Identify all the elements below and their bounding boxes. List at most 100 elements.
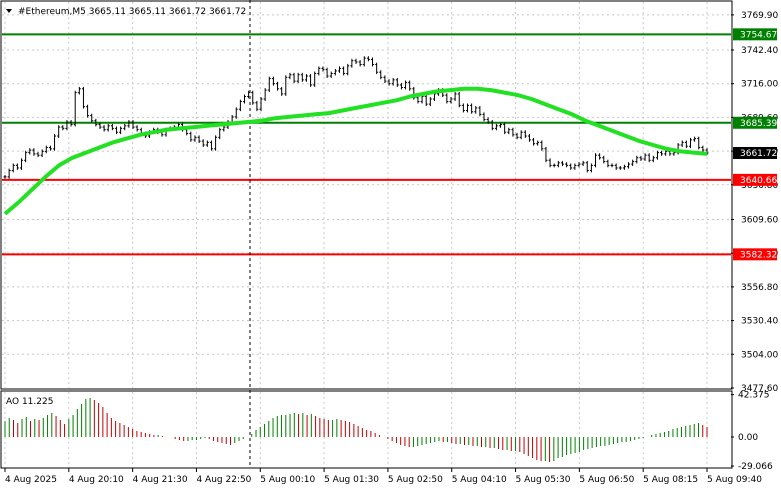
- price-bar: [470, 103, 474, 114]
- main-pane-frame: [0, 0, 733, 390]
- price-bar: [639, 155, 643, 161]
- price-bar: [267, 76, 271, 92]
- price-bar: [28, 148, 32, 155]
- price-bar: [284, 75, 288, 96]
- price-bar: [205, 140, 209, 147]
- price-bar: [65, 120, 69, 131]
- price-bar: [387, 79, 391, 86]
- price-bar: [209, 140, 213, 151]
- level-tag-bg: [733, 116, 777, 129]
- price-bar: [77, 86, 81, 95]
- price-axis[interactable]: 3769.903742.403716.003689.603663.203636.…: [731, 11, 778, 394]
- time-tick-label: 4 Aug 2025: [5, 475, 57, 485]
- price-bar: [102, 125, 106, 132]
- ao-tick-label: -29.066: [738, 462, 773, 472]
- price-bar: [445, 93, 449, 104]
- price-bar: [507, 127, 511, 135]
- price-bar: [618, 166, 622, 170]
- price-bar: [598, 153, 602, 160]
- price-bar: [304, 74, 308, 82]
- indicator-axis[interactable]: 42.375 0.00 -29.066: [731, 391, 773, 472]
- price-bar: [552, 163, 556, 168]
- horizontal-levels[interactable]: [2, 33, 731, 256]
- price-bar: [371, 57, 375, 67]
- level-tag-label: 3754.67: [740, 30, 777, 40]
- indicator-pane-frame: [0, 390, 733, 469]
- price-bar: [218, 127, 222, 140]
- price-bar: [127, 120, 131, 128]
- price-bar: [53, 134, 57, 151]
- price-bar: [453, 91, 457, 101]
- price-bar: [263, 88, 267, 101]
- price-bar: [69, 120, 73, 127]
- price-bar: [573, 163, 577, 170]
- price-bar: [40, 149, 44, 158]
- price-bar: [342, 66, 346, 76]
- time-tick-label: 4 Aug 20:10: [69, 475, 124, 485]
- price-bar: [197, 135, 201, 144]
- price-bar: [465, 103, 469, 113]
- price-bar: [280, 86, 284, 96]
- price-bar: [701, 145, 705, 152]
- price-bar: [503, 122, 507, 135]
- price-bar: [594, 153, 598, 168]
- price-bar: [527, 134, 531, 142]
- price-bar: [276, 81, 280, 91]
- price-bar: [511, 127, 515, 137]
- dropdown-arrow-icon[interactable]: [6, 9, 12, 13]
- level-tag-label: 3640.66: [740, 176, 777, 186]
- level-tag-bg: [733, 173, 777, 186]
- price-bar: [300, 72, 304, 82]
- price-bar: [416, 95, 420, 104]
- moving-average-line: [3, 86, 708, 216]
- price-bar: [693, 136, 697, 142]
- price-bar: [490, 120, 494, 131]
- price-bar: [44, 145, 48, 154]
- price-bar: [569, 163, 573, 170]
- price-bar: [461, 103, 465, 113]
- price-bar: [560, 160, 564, 167]
- price-bar: [114, 126, 118, 135]
- time-tick-label: 5 Aug 04:10: [452, 475, 507, 485]
- price-bar: [251, 90, 255, 105]
- price-bar: [499, 122, 503, 128]
- price-bar: [329, 71, 333, 78]
- level-tag-label: 3685.39: [740, 119, 777, 129]
- price-bar: [548, 158, 552, 168]
- price-bar: [24, 150, 28, 163]
- price-bar: [494, 123, 498, 131]
- price-bar: [271, 76, 275, 86]
- price-bar: [20, 158, 24, 170]
- price-bar: [482, 112, 486, 122]
- price-bar: [321, 66, 325, 72]
- price-bar: [333, 69, 337, 76]
- price-bar: [131, 120, 135, 130]
- price-bar: [651, 155, 655, 163]
- price-bar: [98, 122, 102, 130]
- price-bar: [123, 123, 127, 131]
- price-bar: [565, 162, 569, 168]
- price-bar: [486, 117, 490, 124]
- price-bar: [48, 145, 52, 151]
- price-bar: [478, 106, 482, 117]
- price-bar: [680, 140, 684, 147]
- price-bar: [647, 153, 651, 163]
- price-bar: [296, 72, 300, 84]
- grid: [2, 2, 731, 467]
- ao-histogram: [4, 398, 708, 462]
- price-bar: [581, 160, 585, 167]
- current-price-tag-bg: [733, 146, 777, 159]
- price-bar: [354, 58, 358, 64]
- price-bar: [346, 63, 350, 76]
- price-bar: [428, 97, 432, 107]
- price-bar: [73, 90, 77, 127]
- price-bar: [337, 66, 341, 73]
- time-axis[interactable]: 4 Aug 2025 4 Aug 20:10 4 Aug 21:30 4 Aug 22…: [4, 468, 762, 485]
- price-bar: [288, 72, 292, 80]
- price-bar: [379, 70, 383, 80]
- price-bar: [523, 130, 527, 138]
- price-bar: [635, 155, 639, 164]
- price-bar: [7, 168, 11, 179]
- price-bar: [589, 163, 593, 173]
- price-bar: [556, 160, 560, 168]
